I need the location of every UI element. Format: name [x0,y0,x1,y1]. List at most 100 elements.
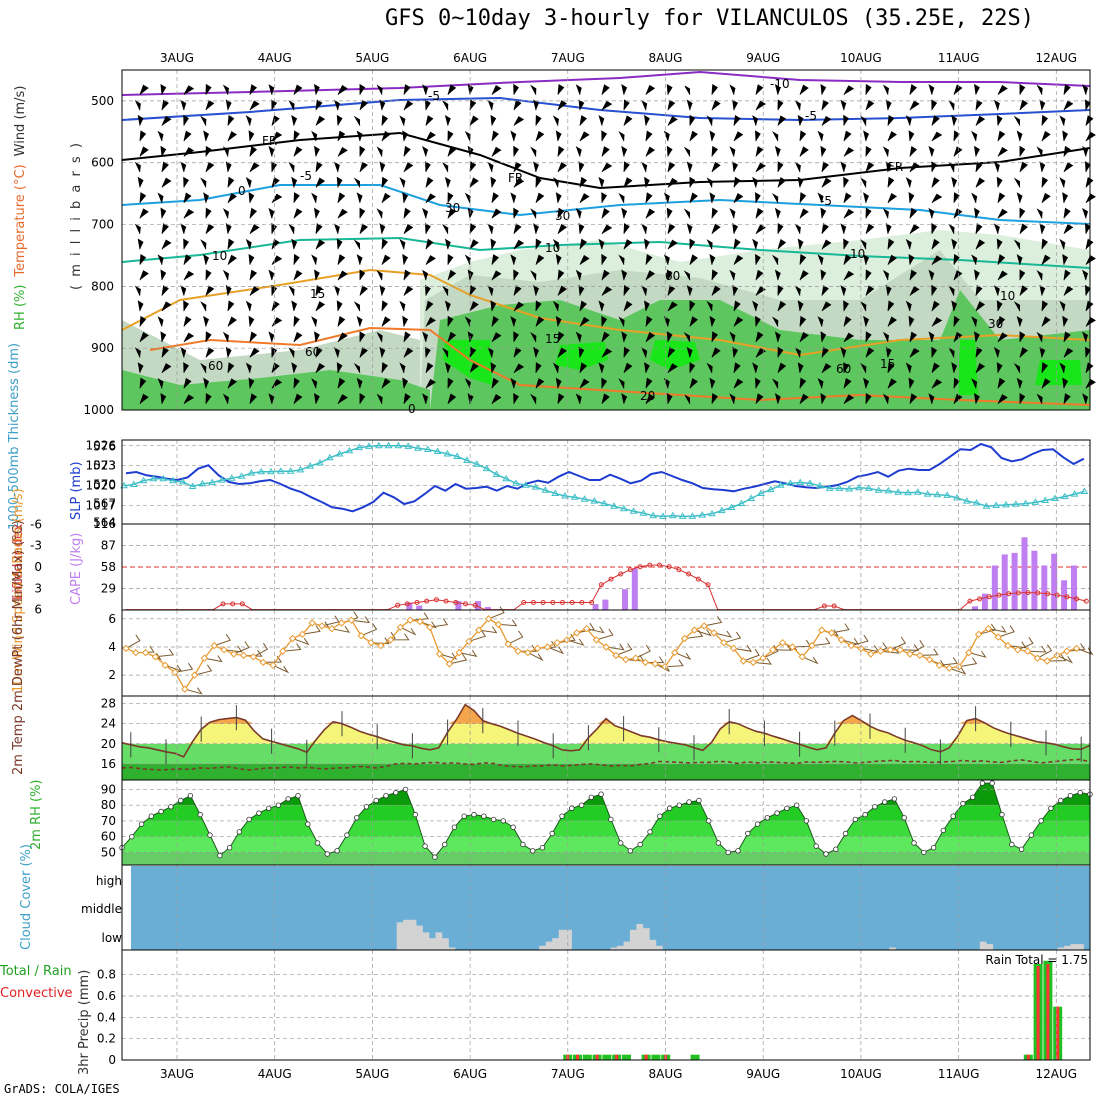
wind-barb [249,207,257,219]
wind-barb [711,269,718,281]
wind-speed-marker [916,651,924,660]
wind-barb [601,377,608,389]
temp-tick-label: 20 [101,737,116,751]
wind-barb [447,315,454,327]
wind-barb [530,393,537,405]
rh-band [122,852,1090,865]
wind-barb [425,316,436,327]
wind-barb [359,393,366,404]
cloud-low-bar [416,925,423,950]
wind-speed-marker [1053,651,1061,660]
wind-barb [200,301,207,312]
rh-marker [578,802,585,808]
wind-barb [887,316,897,327]
wind-barb [975,284,983,296]
wind-barb [513,223,522,234]
wind-barb [137,238,144,250]
wind-barb [1019,207,1026,219]
rh-marker [559,813,565,819]
wind-barb [997,130,1006,142]
rh-marker [1077,789,1083,796]
wind-barb [1019,285,1028,296]
wind-speed-marker [788,643,797,651]
thickness-marker [580,495,589,502]
wind-barb [227,192,237,204]
wind-speed-marker [602,643,610,651]
wind-barb [909,269,917,281]
wind-barb [311,316,318,327]
wind-barb [774,393,781,404]
wind-barb [227,300,235,312]
wind-barb [641,161,648,173]
wind-barb [928,393,935,404]
wind-barb [601,84,610,95]
wind-barb [931,131,943,142]
wind-speed-marker [1014,646,1022,654]
wind-barb [513,269,519,281]
wind-barb [931,317,943,327]
wind-barb [469,177,479,188]
wind-barb [887,114,895,126]
wind-barb [157,192,164,204]
wind-barb [1085,131,1096,142]
wind-barb [271,161,278,173]
rh-marker [764,815,770,821]
wind-barb [663,254,670,265]
wind-barb [729,208,736,219]
wind-barb [530,331,537,343]
thickness-marker [178,478,187,485]
thickness-marker [590,497,599,504]
wind-barb [667,161,676,173]
wind-barb [161,285,169,296]
rh-marker [754,821,761,827]
cloud-low-bar [565,929,572,950]
wind-barb [425,300,434,312]
surface-wind-barb [214,633,231,647]
wind-barb [203,315,210,327]
wind-barb [555,377,562,389]
lifted-index-marker [608,576,614,582]
wind-barb [683,270,691,281]
wind-barb [689,176,696,188]
wind-barb [447,208,457,219]
wind-barb [161,99,169,111]
wind-barb [1063,269,1071,281]
wind-speed-marker [778,638,787,647]
wind-speed-marker [200,654,209,662]
rh-marker [129,834,135,840]
thickness-tick-label: 567 [93,497,116,511]
wind-barb [575,331,582,343]
wind-barb [333,285,340,296]
wind-barb [180,99,187,111]
wind-barb [139,393,149,404]
wind-barb [183,85,194,95]
wind-barb [1013,115,1021,126]
wind-barb [686,99,693,111]
contour-label: 10 [850,247,865,261]
wind-barb [271,284,278,296]
surface-wind-barb [802,656,819,665]
wind-barb [711,347,721,358]
wind-barb [974,145,980,157]
wind-barb [971,378,978,389]
wind-barb [885,161,892,173]
wind-barb [882,269,890,281]
wind-barb [552,238,560,250]
wind-barb [711,161,721,173]
wind-speed-marker [151,653,160,661]
wind-barb [997,254,1006,265]
wind-barb [909,100,920,111]
wind-barb [183,316,192,327]
date-label-bottom: 9AUG [746,1067,780,1081]
wind-barb [469,346,477,358]
wind-barb [490,114,497,126]
wind-speed-marker [945,664,953,672]
wind-speed-marker [1063,647,1071,655]
surface-wind-barb [811,637,831,647]
wind-barb [663,192,670,204]
wind-barb [381,130,391,142]
wind-barb [598,362,605,374]
dewpoint-line [121,758,1091,771]
wind-barb [905,238,912,250]
wind-barb [928,145,935,157]
